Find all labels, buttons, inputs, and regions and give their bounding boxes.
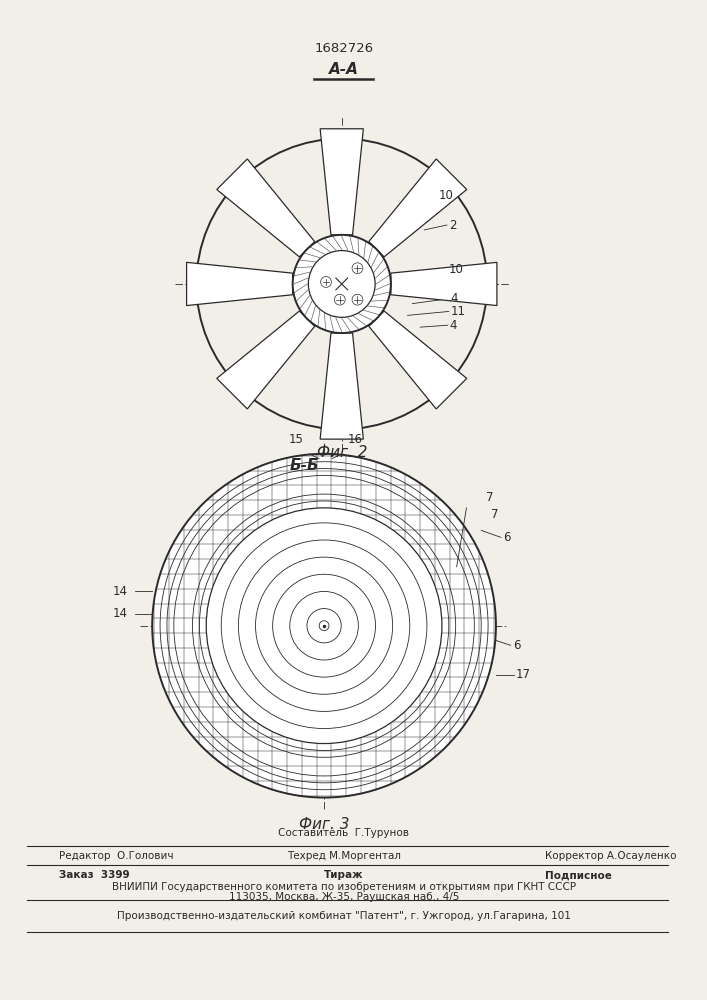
Circle shape xyxy=(293,235,391,333)
Text: 11: 11 xyxy=(451,305,466,318)
Text: Техред М.Моргентал: Техред М.Моргентал xyxy=(287,851,401,861)
Text: 4: 4 xyxy=(451,292,458,305)
Text: Производственно-издательский комбинат "Патент", г. Ужгород, ул.Гагарина, 101: Производственно-издательский комбинат "П… xyxy=(117,911,571,921)
Text: 14: 14 xyxy=(113,607,128,620)
Text: 6: 6 xyxy=(513,639,520,652)
Text: 113035, Москва, Ж-35, Раушская наб., 4/5: 113035, Москва, Ж-35, Раушская наб., 4/5 xyxy=(228,892,459,902)
Text: ВНИИПИ Государственного комитета по изобретениям и открытиям при ГКНТ СССР: ВНИИПИ Государственного комитета по изоб… xyxy=(112,882,575,892)
Text: 2: 2 xyxy=(449,219,456,232)
Polygon shape xyxy=(320,129,363,235)
Text: Фиг. 2: Фиг. 2 xyxy=(317,445,367,460)
Polygon shape xyxy=(187,262,293,306)
Text: Заказ  3399: Заказ 3399 xyxy=(59,870,129,880)
Text: 10: 10 xyxy=(449,263,464,276)
Text: Составитель  Г.Турунов: Составитель Г.Турунов xyxy=(279,828,409,838)
Text: Фиг. 3: Фиг. 3 xyxy=(299,817,349,832)
Text: 7: 7 xyxy=(491,508,498,521)
Polygon shape xyxy=(320,333,363,439)
Text: 10: 10 xyxy=(439,189,454,202)
Text: 6: 6 xyxy=(503,531,510,544)
Polygon shape xyxy=(369,311,467,409)
Circle shape xyxy=(152,454,496,798)
Text: Редактор  О.Голович: Редактор О.Голович xyxy=(59,851,173,861)
Text: Подписное: Подписное xyxy=(545,870,612,880)
Text: 17: 17 xyxy=(515,668,530,681)
Text: А-А: А-А xyxy=(329,62,358,77)
Text: 7: 7 xyxy=(486,491,493,504)
Polygon shape xyxy=(217,159,315,257)
Polygon shape xyxy=(369,159,467,257)
Text: 14: 14 xyxy=(113,585,128,598)
Text: 1682726: 1682726 xyxy=(314,42,373,55)
Polygon shape xyxy=(391,262,497,306)
Text: Б-Б: Б-Б xyxy=(290,458,320,473)
Circle shape xyxy=(206,508,442,744)
Text: Тираж: Тираж xyxy=(324,870,363,880)
Text: Корректор А.Осауленко: Корректор А.Осауленко xyxy=(545,851,677,861)
Polygon shape xyxy=(217,311,315,409)
Text: 15: 15 xyxy=(289,433,304,446)
Circle shape xyxy=(308,251,375,317)
Text: 16: 16 xyxy=(348,433,363,446)
Text: 4: 4 xyxy=(450,319,457,332)
